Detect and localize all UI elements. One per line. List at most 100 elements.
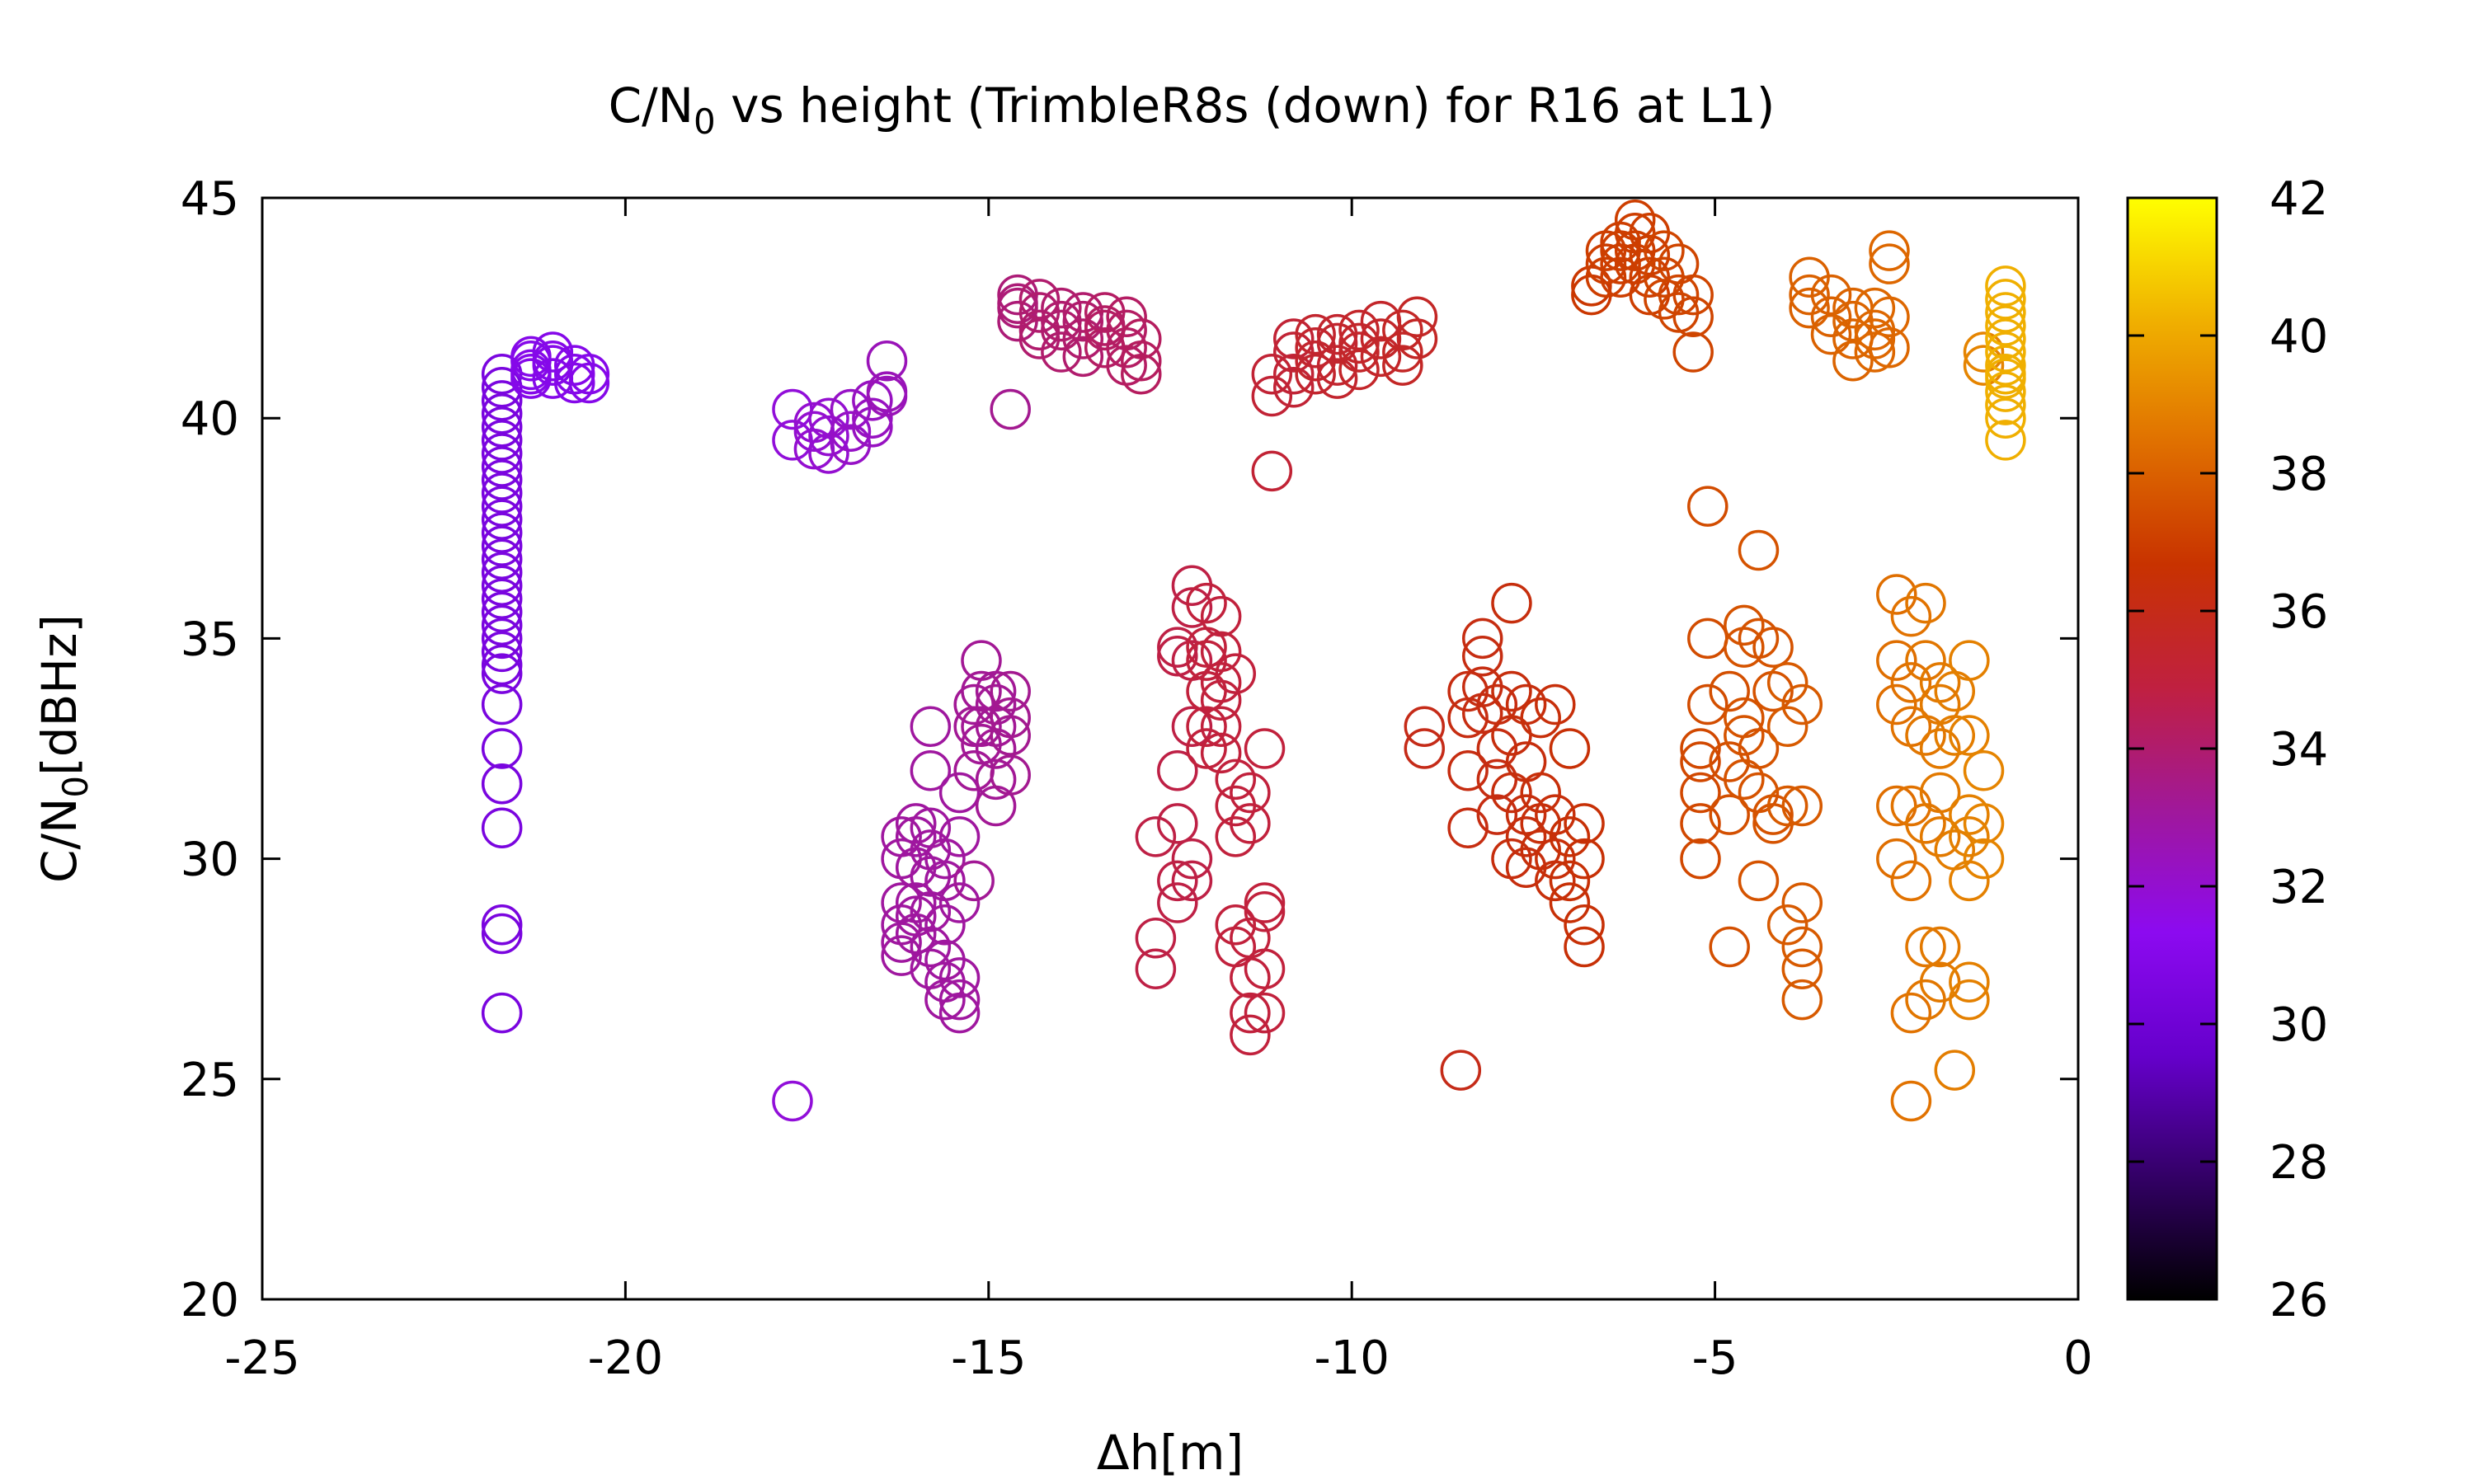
data-point <box>1461 636 1503 677</box>
data-point <box>808 415 849 457</box>
data-point <box>1781 683 1823 726</box>
data-point <box>1041 287 1082 329</box>
data-point <box>953 860 995 902</box>
data-point <box>481 406 523 448</box>
data-point <box>481 728 523 769</box>
data-point <box>1295 354 1336 395</box>
data-point <box>481 472 523 514</box>
data-point <box>1985 397 2026 439</box>
data-point <box>481 807 523 848</box>
data-point <box>1491 582 1532 624</box>
data-point <box>481 525 523 566</box>
data-point <box>990 754 1031 796</box>
data-point <box>1230 1014 1271 1056</box>
data-points <box>481 199 2026 1122</box>
data-point <box>1200 631 1242 673</box>
data-point <box>1549 882 1591 923</box>
data-point <box>1200 595 1242 637</box>
data-point <box>910 706 952 748</box>
data-point <box>1244 992 1286 1034</box>
data-point <box>1949 816 1990 857</box>
data-point <box>1869 230 1910 271</box>
data-point <box>1476 728 1518 769</box>
data-point <box>1680 772 1721 814</box>
data-point <box>1752 670 1794 712</box>
data-point <box>1919 728 1961 769</box>
y-axis-label: C/N0[dBHz] <box>31 614 96 883</box>
data-point <box>1789 274 1830 316</box>
data-point <box>938 816 981 857</box>
chart-title-subscript: 0 <box>694 101 716 142</box>
data-point <box>1766 904 1808 946</box>
x-axis-label: Δh[m] <box>1097 1425 1244 1481</box>
data-point <box>1985 292 2026 333</box>
colorbar-tick-label: 32 <box>2269 861 2328 914</box>
y-tick-label: 20 <box>181 1274 239 1327</box>
data-point <box>1781 979 1823 1021</box>
data-point <box>532 331 574 373</box>
data-point <box>1338 322 1380 364</box>
y-tick-label: 25 <box>181 1054 239 1107</box>
data-point <box>1781 882 1823 923</box>
data-point <box>1549 728 1591 769</box>
data-point <box>481 631 523 673</box>
x-tick-label: -15 <box>951 1331 1026 1385</box>
data-point <box>1396 318 1438 359</box>
data-point <box>852 397 893 439</box>
data-point <box>1535 860 1576 902</box>
data-point <box>481 420 523 461</box>
data-point <box>910 926 952 968</box>
colorbar-tick-label: 42 <box>2269 172 2328 226</box>
data-point <box>1832 340 1874 382</box>
data-point <box>1985 371 2026 412</box>
data-point <box>1724 604 1765 646</box>
data-point <box>1244 890 1286 932</box>
data-point <box>1890 992 1932 1034</box>
data-point <box>1215 653 1257 694</box>
data-point <box>1963 803 2005 844</box>
data-point <box>1949 715 1990 756</box>
data-point <box>1157 803 1198 844</box>
data-point <box>924 904 966 946</box>
data-point <box>1810 313 1852 355</box>
data-point <box>938 979 981 1021</box>
data-point <box>1687 683 1729 726</box>
data-point <box>1186 706 1227 748</box>
data-point <box>1680 803 1721 844</box>
data-point <box>1781 926 1823 968</box>
data-point <box>1062 336 1104 378</box>
y-tick-label: 45 <box>181 172 239 226</box>
data-point <box>1535 838 1576 880</box>
data-point <box>1135 816 1177 857</box>
data-point <box>481 683 523 726</box>
data-point <box>1476 794 1518 835</box>
data-point <box>1629 234 1671 276</box>
data-point <box>1230 957 1271 998</box>
data-point <box>1251 354 1293 395</box>
data-point <box>1549 816 1591 857</box>
data-point <box>1316 322 1358 364</box>
data-point <box>1461 618 1503 660</box>
data-point <box>481 459 523 500</box>
data-point <box>1272 354 1315 395</box>
data-point <box>1018 309 1061 351</box>
data-point <box>481 904 523 946</box>
data-point <box>808 433 849 474</box>
y-axis-label-subscript: 0 <box>55 776 96 798</box>
data-point <box>1505 683 1547 726</box>
data-point <box>830 411 872 452</box>
data-point <box>1876 574 1917 615</box>
data-point <box>1687 618 1729 660</box>
data-point <box>924 838 966 880</box>
data-point <box>1890 860 1932 902</box>
data-point <box>1447 670 1489 712</box>
data-point <box>481 913 523 955</box>
data-point <box>1949 794 1990 835</box>
data-point <box>1360 318 1402 359</box>
data-point <box>1447 807 1489 848</box>
data-point <box>1564 803 1605 844</box>
data-point <box>938 882 981 923</box>
data-point <box>1338 331 1380 373</box>
data-point <box>1200 679 1242 721</box>
colorbar-tick-label: 38 <box>2269 448 2328 501</box>
